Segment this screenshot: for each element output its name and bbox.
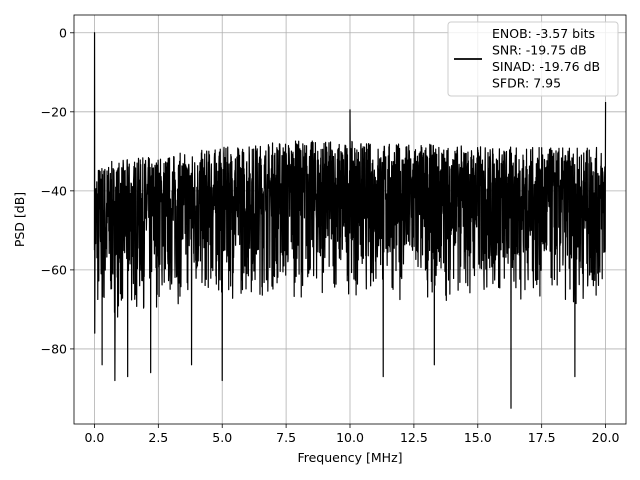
legend-box — [447, 21, 619, 97]
series-group — [93, 32, 607, 409]
y-axis: 0 −20 −40 −60 −80 — [41, 25, 74, 356]
x-tick-label: 17.5 — [528, 430, 556, 445]
x-tick-label: 5.0 — [212, 430, 232, 445]
legend-entry-sinad: SINAD: -19.76 dB — [492, 59, 600, 74]
y-tick-label: 0 — [59, 25, 67, 40]
x-axis: 0.0 2.5 5.0 7.5 10.0 12.5 15.0 17.5 20.0 — [84, 424, 620, 445]
x-tick-label: 12.5 — [400, 430, 428, 445]
y-tick-label: −60 — [41, 262, 67, 277]
legend-entry-snr: SNR: -19.75 dB — [492, 43, 587, 58]
x-tick-label: 7.5 — [276, 430, 296, 445]
psd-series-line — [93, 32, 607, 409]
x-tick-label: 0.0 — [84, 430, 104, 445]
y-tick-label: −40 — [41, 183, 67, 198]
y-tick-label: −80 — [41, 341, 67, 356]
x-tick-label: 2.5 — [148, 430, 168, 445]
legend-entry-sfdr: SFDR: 7.95 — [492, 76, 561, 91]
legend: ENOB: -3.57 bits SNR: -19.75 dB SINAD: -… — [447, 21, 619, 97]
y-axis-label: PSD [dB] — [12, 192, 27, 247]
legend-entry-enob: ENOB: -3.57 bits — [492, 26, 595, 41]
x-axis-label: Frequency [MHz] — [297, 450, 402, 465]
x-tick-label: 10.0 — [336, 430, 364, 445]
y-tick-label: −20 — [41, 104, 67, 119]
x-tick-label: 20.0 — [592, 430, 620, 445]
x-tick-label: 15.0 — [464, 430, 492, 445]
